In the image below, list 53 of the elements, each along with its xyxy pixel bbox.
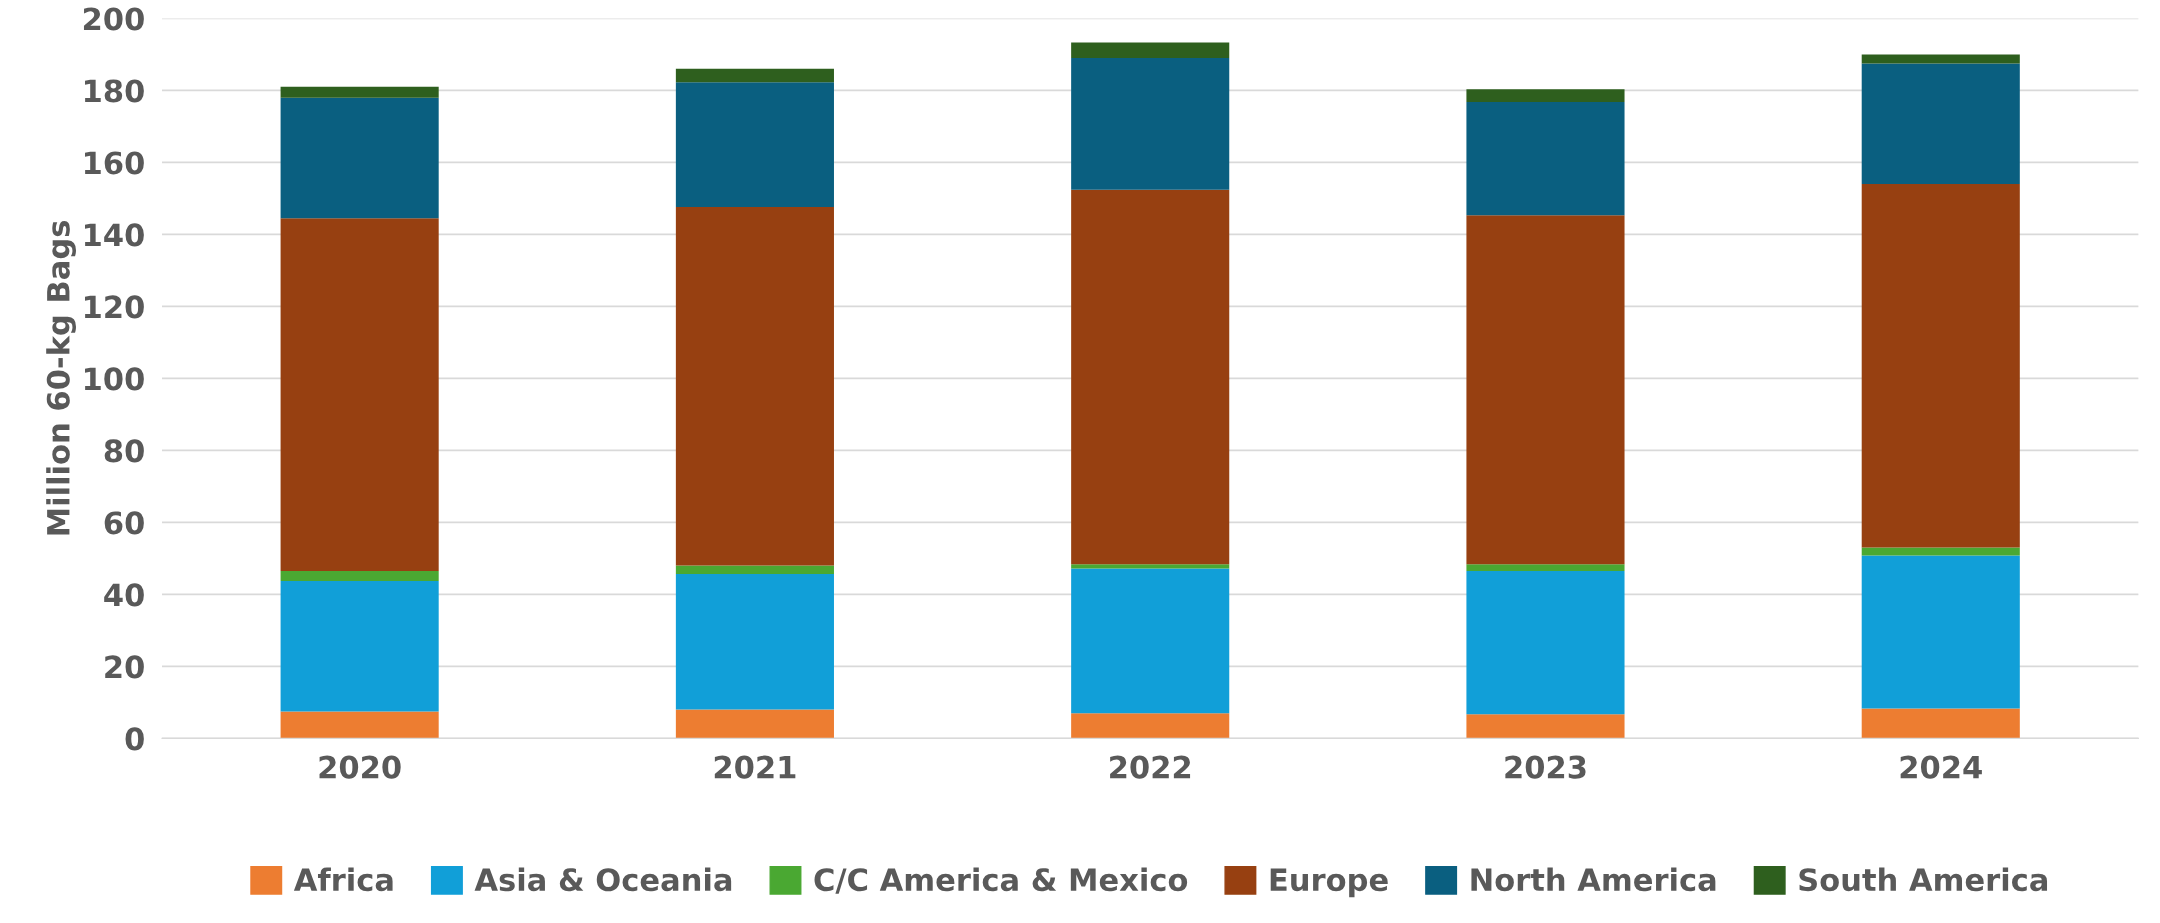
y-axis-title: Million 60-kg Bags	[46, 221, 76, 535]
bar	[1861, 555, 2020, 709]
bar	[1466, 571, 1625, 715]
y-tick-label: 80	[104, 439, 144, 463]
legend-label: Africa	[293, 867, 393, 892]
y-tick-label: 60	[104, 511, 144, 535]
bar	[1466, 564, 1625, 572]
bar	[280, 711, 439, 739]
bar	[280, 86, 439, 98]
bar	[280, 97, 439, 219]
bar	[675, 709, 834, 739]
bar	[675, 573, 834, 710]
bar	[675, 565, 834, 574]
bar	[1861, 54, 2020, 64]
x-tick-label: 2021	[714, 755, 796, 779]
x-tick-label: 2020	[319, 755, 401, 779]
bar	[1861, 184, 2020, 548]
bar	[1071, 564, 1230, 569]
bar	[675, 68, 834, 83]
bar	[675, 207, 834, 566]
legend-label: North America	[1471, 867, 1716, 892]
y-tick-label: 140	[85, 223, 144, 247]
y-tick-label: 120	[85, 295, 144, 319]
x-tick-label: 2022	[1110, 755, 1191, 779]
y-tick-label: 200	[83, 7, 144, 31]
bar	[1071, 568, 1230, 714]
y-tick-label: 160	[85, 151, 144, 175]
bar	[1466, 101, 1625, 216]
bar	[1861, 547, 2020, 556]
bar	[280, 571, 439, 582]
y-tick-label: 100	[85, 367, 144, 391]
y-tick-label: 40	[104, 583, 144, 607]
y-tick-label: 180	[85, 79, 144, 103]
bar	[280, 581, 439, 712]
legend-label: Asia & Oceania	[474, 867, 732, 892]
bar	[1466, 714, 1625, 739]
bar	[1071, 42, 1230, 59]
bar	[1071, 58, 1230, 190]
bar	[675, 82, 834, 208]
bar	[280, 218, 439, 572]
bar	[1466, 89, 1625, 102]
bar	[1861, 63, 2020, 185]
bar	[1071, 189, 1230, 565]
x-tick-label: 2024	[1900, 755, 1982, 779]
legend-label: C/C America & Mexico	[814, 867, 1188, 894]
x-tick-label: 2023	[1505, 755, 1586, 779]
legend-label: Europe	[1270, 868, 1388, 898]
y-tick-label: 20	[105, 655, 144, 679]
legend-label: South America	[1799, 867, 2048, 892]
bar	[1861, 708, 2020, 739]
y-tick-label: 0	[125, 727, 144, 751]
bar	[1466, 215, 1625, 565]
bar	[1071, 713, 1230, 739]
